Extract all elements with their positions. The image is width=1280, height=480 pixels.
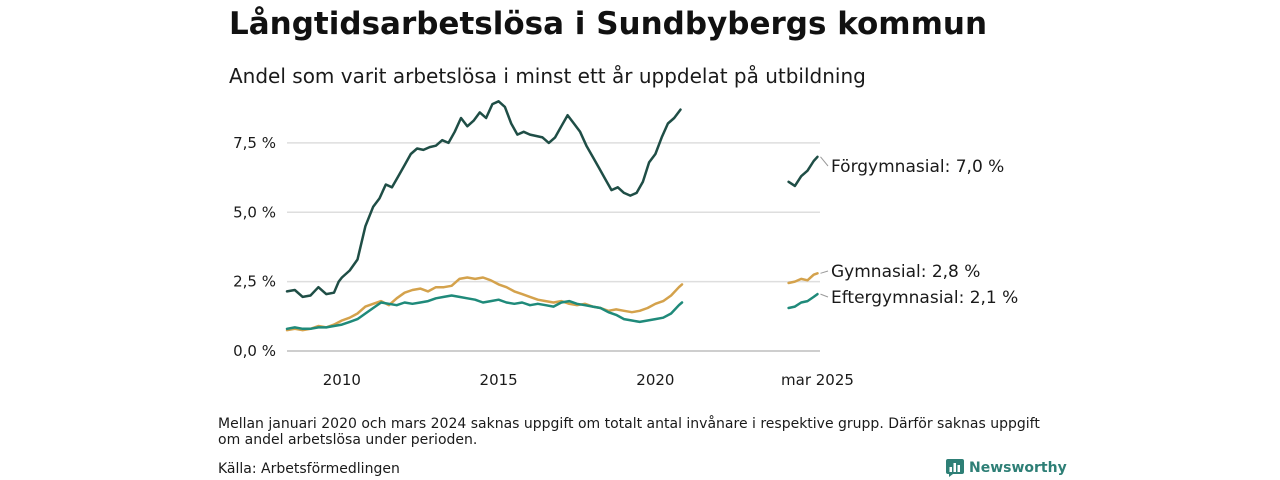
series-line-gymnasial <box>787 272 819 285</box>
bar-chart-icon <box>946 459 964 477</box>
series-line-förgymnasial <box>787 155 819 188</box>
chart-title: Långtidsarbetslösa i Sundbybergs kommun <box>229 6 988 42</box>
x-tick-label: mar 2025 <box>781 371 854 389</box>
chart-subtitle: Andel som varit arbetslösa i minst ett å… <box>229 64 866 88</box>
y-tick-label: 0,0 % <box>233 342 276 360</box>
y-tick-label: 7,5 % <box>233 134 276 152</box>
label-leader-line <box>820 156 829 167</box>
series-line-gymnasial <box>285 276 684 332</box>
source-text: Källa: Arbetsförmedlingen <box>218 461 400 477</box>
x-tick-label: 2020 <box>636 371 674 389</box>
series-end-labels: Förgymnasial: 7,0 % Gymnasial: 2,8 % Efter… <box>820 156 1018 308</box>
series-line-förgymnasial <box>285 100 682 299</box>
series-end-label: Eftergymnasial: 2,1 % <box>831 288 1018 308</box>
series-end-label: Gymnasial: 2,8 % <box>831 262 980 282</box>
label-leader-line <box>820 293 829 298</box>
label-leader-line <box>820 270 829 274</box>
y-tick-label: 2,5 % <box>233 273 276 291</box>
series-lines <box>285 100 819 332</box>
x-tick-label: 2010 <box>323 371 361 389</box>
brand-name: Newsworthy <box>969 460 1067 476</box>
y-axis-tick-labels: 0,0 % 2,5 % 5,0 % 7,5 % <box>233 134 276 360</box>
y-tick-label: 5,0 % <box>233 203 276 221</box>
line-chart: 0,0 % 2,5 % 5,0 % 7,5 % 2010 2015 2020 mar 202… <box>233 100 1018 389</box>
footnote: Mellan januari 2020 och mars 2024 saknas… <box>218 416 1040 448</box>
series-line-eftergymnasial <box>285 294 684 331</box>
newsworthy-logo[interactable]: Newsworthy <box>946 459 1067 477</box>
series-end-label: Förgymnasial: 7,0 % <box>831 157 1004 177</box>
grid-lines <box>287 142 820 352</box>
x-tick-label: 2015 <box>480 371 518 389</box>
series-line-eftergymnasial <box>787 292 819 310</box>
x-axis-tick-labels: 2010 2015 2020 mar 2025 <box>323 371 854 389</box>
